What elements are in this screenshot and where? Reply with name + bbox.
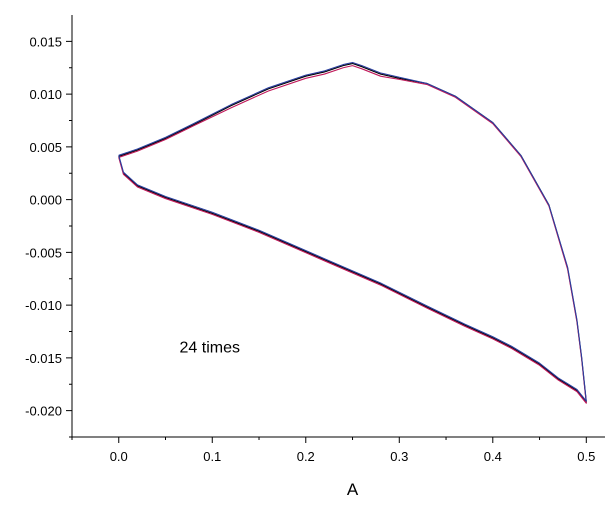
series-line-3 — [118, 61, 587, 402]
x-tick-label: 0.3 — [390, 449, 408, 464]
x-tick-label: 0.5 — [577, 449, 595, 464]
x-tick-label: 0.0 — [110, 449, 128, 464]
annotation-label: 24 times — [180, 340, 240, 357]
y-tick-label: 0.000 — [29, 193, 62, 208]
ticks — [66, 40, 587, 443]
x-tick-label: 0.4 — [484, 449, 502, 464]
x-tick-label: 0.1 — [203, 449, 221, 464]
tick-labels: -0.020 -0.015 -0.010 -0.005 0.000 0.005 0.010 0… — [25, 34, 595, 464]
y-tick-label: 0.015 — [29, 34, 62, 49]
y-tick-label: -0.020 — [25, 404, 62, 419]
plot-area — [118, 61, 587, 404]
y-tick-label: -0.005 — [25, 245, 62, 260]
y-tick-label: 0.005 — [29, 140, 62, 155]
x-axis-title: A — [347, 480, 359, 499]
y-tick-label: -0.015 — [25, 351, 62, 366]
y-tick-label: 0.010 — [29, 87, 62, 102]
annotations: 24 times — [180, 340, 240, 357]
x-tick-label: 0.2 — [297, 449, 315, 464]
axes — [71, 15, 605, 438]
y-tick-label: -0.010 — [25, 298, 62, 313]
